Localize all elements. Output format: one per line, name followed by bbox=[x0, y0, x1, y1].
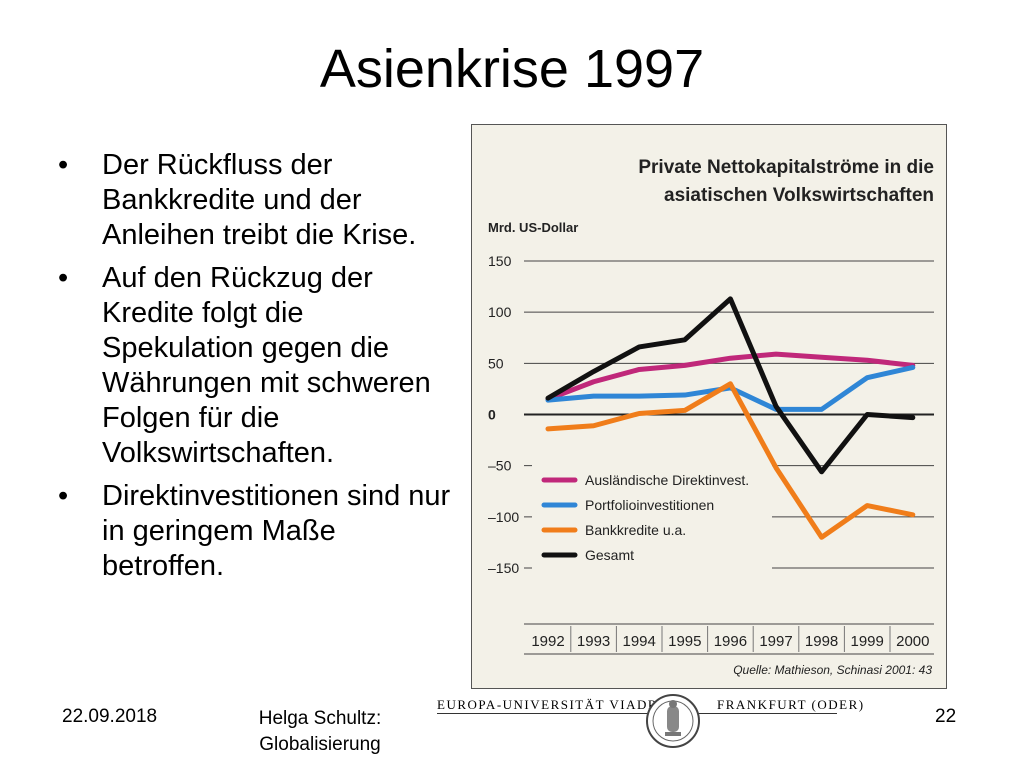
y-tick-label: 0 bbox=[488, 407, 496, 423]
bullet-text: Der Rückfluss der Bankkredite und der An… bbox=[102, 149, 417, 251]
chart-title-line2: asiatischen Volkswirtschaften bbox=[664, 185, 934, 206]
x-tick-label: 1996 bbox=[714, 633, 747, 650]
university-name: EUROPA-UNIVERSITÄT VIADRINA bbox=[437, 697, 686, 712]
y-tick-labels: 150 100 50 0 –50 –100 –150 bbox=[488, 253, 519, 576]
x-tick-label: 1999 bbox=[851, 633, 884, 650]
legend-label: Ausländische Direktinvest. bbox=[585, 472, 749, 488]
y-tick-label: 100 bbox=[488, 304, 512, 320]
bullet-text: Auf den Rückzug der Kredite folgt die Sp… bbox=[102, 262, 431, 469]
bullet-item: • Direktinvestitionen sind nur in geringe… bbox=[58, 479, 463, 584]
bullet-item: • Der Rückfluss der Bankkredite und der A… bbox=[58, 148, 463, 253]
slide-title: Asienkrise 1997 bbox=[319, 39, 705, 99]
y-tick-label: 150 bbox=[488, 253, 512, 269]
x-tick-labels: 1992 1993 1994 1995 1996 1997 1998 1999 2000 bbox=[524, 623, 934, 655]
series-line bbox=[545, 351, 916, 402]
y-tick-label: 50 bbox=[488, 355, 504, 371]
bullet-marker: • bbox=[58, 480, 69, 512]
footer-author-topic: Globalisierung bbox=[259, 734, 381, 755]
university-seal-icon bbox=[646, 694, 700, 748]
bullet-marker: • bbox=[58, 262, 69, 294]
y-tick-label: –50 bbox=[488, 458, 512, 474]
page-number: 22 bbox=[935, 706, 957, 727]
legend-label: Portfolioinvestitionen bbox=[585, 497, 714, 513]
university-city: FRANKFURT (ODER) bbox=[717, 697, 865, 712]
x-tick-label: 1994 bbox=[623, 633, 656, 650]
bullet-item: • Auf den Rückzug der Kredite folgt die S… bbox=[58, 261, 463, 471]
bullet-text: Direktinvestitionen sind nur in geringem… bbox=[102, 480, 451, 582]
line-chart: Private Nettokapitalströme in die asiati… bbox=[488, 157, 934, 677]
x-tick-label: 1995 bbox=[668, 633, 701, 650]
series-line bbox=[545, 381, 916, 540]
y-tick-label: –150 bbox=[488, 560, 519, 576]
chart-source: Quelle: Mathieson, Schinasi 2001: 43 bbox=[733, 663, 932, 677]
series-lines bbox=[545, 296, 916, 540]
x-tick-label: 1998 bbox=[805, 633, 838, 650]
chart-title-line1: Private Nettokapitalströme in die bbox=[638, 157, 934, 178]
bullet-marker: • bbox=[58, 149, 69, 181]
legend-label: Gesamt bbox=[585, 547, 634, 563]
series-line bbox=[545, 296, 916, 475]
university-divider bbox=[437, 713, 837, 714]
footer-date: 22.09.2018 bbox=[62, 706, 158, 727]
chart-panel: Private Nettokapitalströme in die asiati… bbox=[471, 124, 947, 689]
x-tick-label: 1993 bbox=[577, 633, 610, 650]
y-tick-label: –100 bbox=[488, 509, 519, 525]
bullet-list: • Der Rückfluss der Bankkredite und der A… bbox=[58, 148, 463, 592]
legend: Ausländische Direktinvest. Portfolioinves… bbox=[532, 465, 772, 569]
x-tick-label: 2000 bbox=[896, 633, 929, 650]
y-axis-label: Mrd. US-Dollar bbox=[488, 220, 578, 235]
x-tick-label: 1997 bbox=[759, 633, 792, 650]
x-tick-label: 1992 bbox=[531, 633, 564, 650]
footer-author: Helga Schultz: Globalisierung bbox=[240, 706, 400, 758]
footer-author-name: Helga Schultz: bbox=[258, 708, 382, 729]
legend-label: Bankkredite u.a. bbox=[585, 522, 686, 538]
